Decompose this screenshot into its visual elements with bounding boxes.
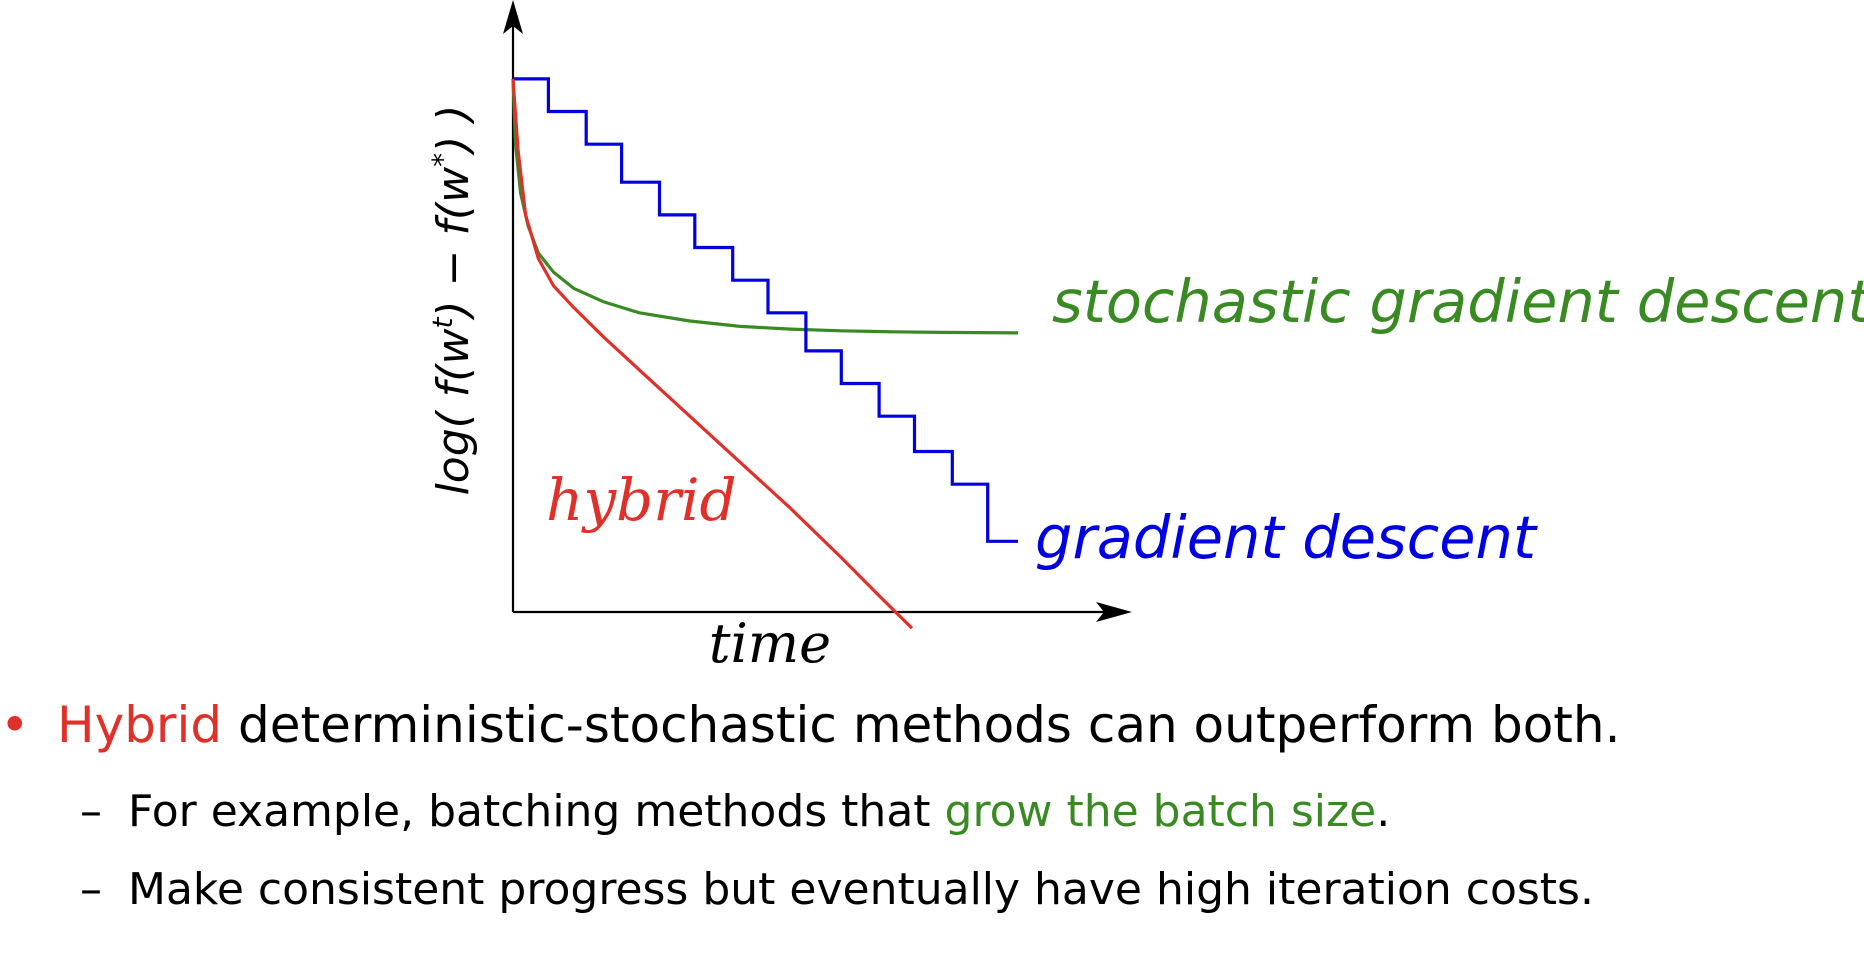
sub-bullet-2-pre: Make consistent progress but eventually … [128, 864, 1594, 915]
x-axis-label: time [709, 612, 831, 675]
sub-bullet-1-post: . [1376, 786, 1391, 837]
bullet-main-highlight: Hybrid [57, 696, 223, 754]
series-layer [511, 77, 1019, 630]
sub-bullet-dash: – [80, 864, 102, 915]
sub-bullet-2-text: Make consistent progress but eventually … [128, 860, 1594, 920]
series-label-gradient-descent: gradient descent [1035, 503, 1538, 572]
bullet-main-text: Hybrid deterministic-stochastic methods … [57, 690, 1621, 760]
sub-bullet-1-text: For example, batching methods that grow … [128, 782, 1390, 842]
convergence-chart: stochastic gradient descent gradient des… [426, 0, 1864, 675]
series-label-hybrid: hybrid [546, 466, 737, 534]
series-line-stochastic-gradient-descent [511, 78, 1019, 335]
sub-bullet-dash: – [80, 786, 102, 837]
sub-bullet-1-highlight: grow the batch size [944, 786, 1377, 837]
x-axis-arrow [1096, 602, 1132, 622]
series-label-stochastic-gradient-descent: stochastic gradient descent [1052, 267, 1864, 336]
bullet-main-rest: deterministic-stochastic methods can out… [222, 696, 1621, 754]
series-line-gradient-descent [513, 77, 1018, 543]
bullet-dot: • [0, 696, 30, 754]
series-line-hybrid [511, 78, 914, 630]
sub-bullet-1-pre: For example, batching methods that [128, 786, 945, 837]
y-axis-arrow [503, 0, 523, 34]
y-axis-label: log( f(wt) − f(w*) ) [426, 105, 480, 496]
